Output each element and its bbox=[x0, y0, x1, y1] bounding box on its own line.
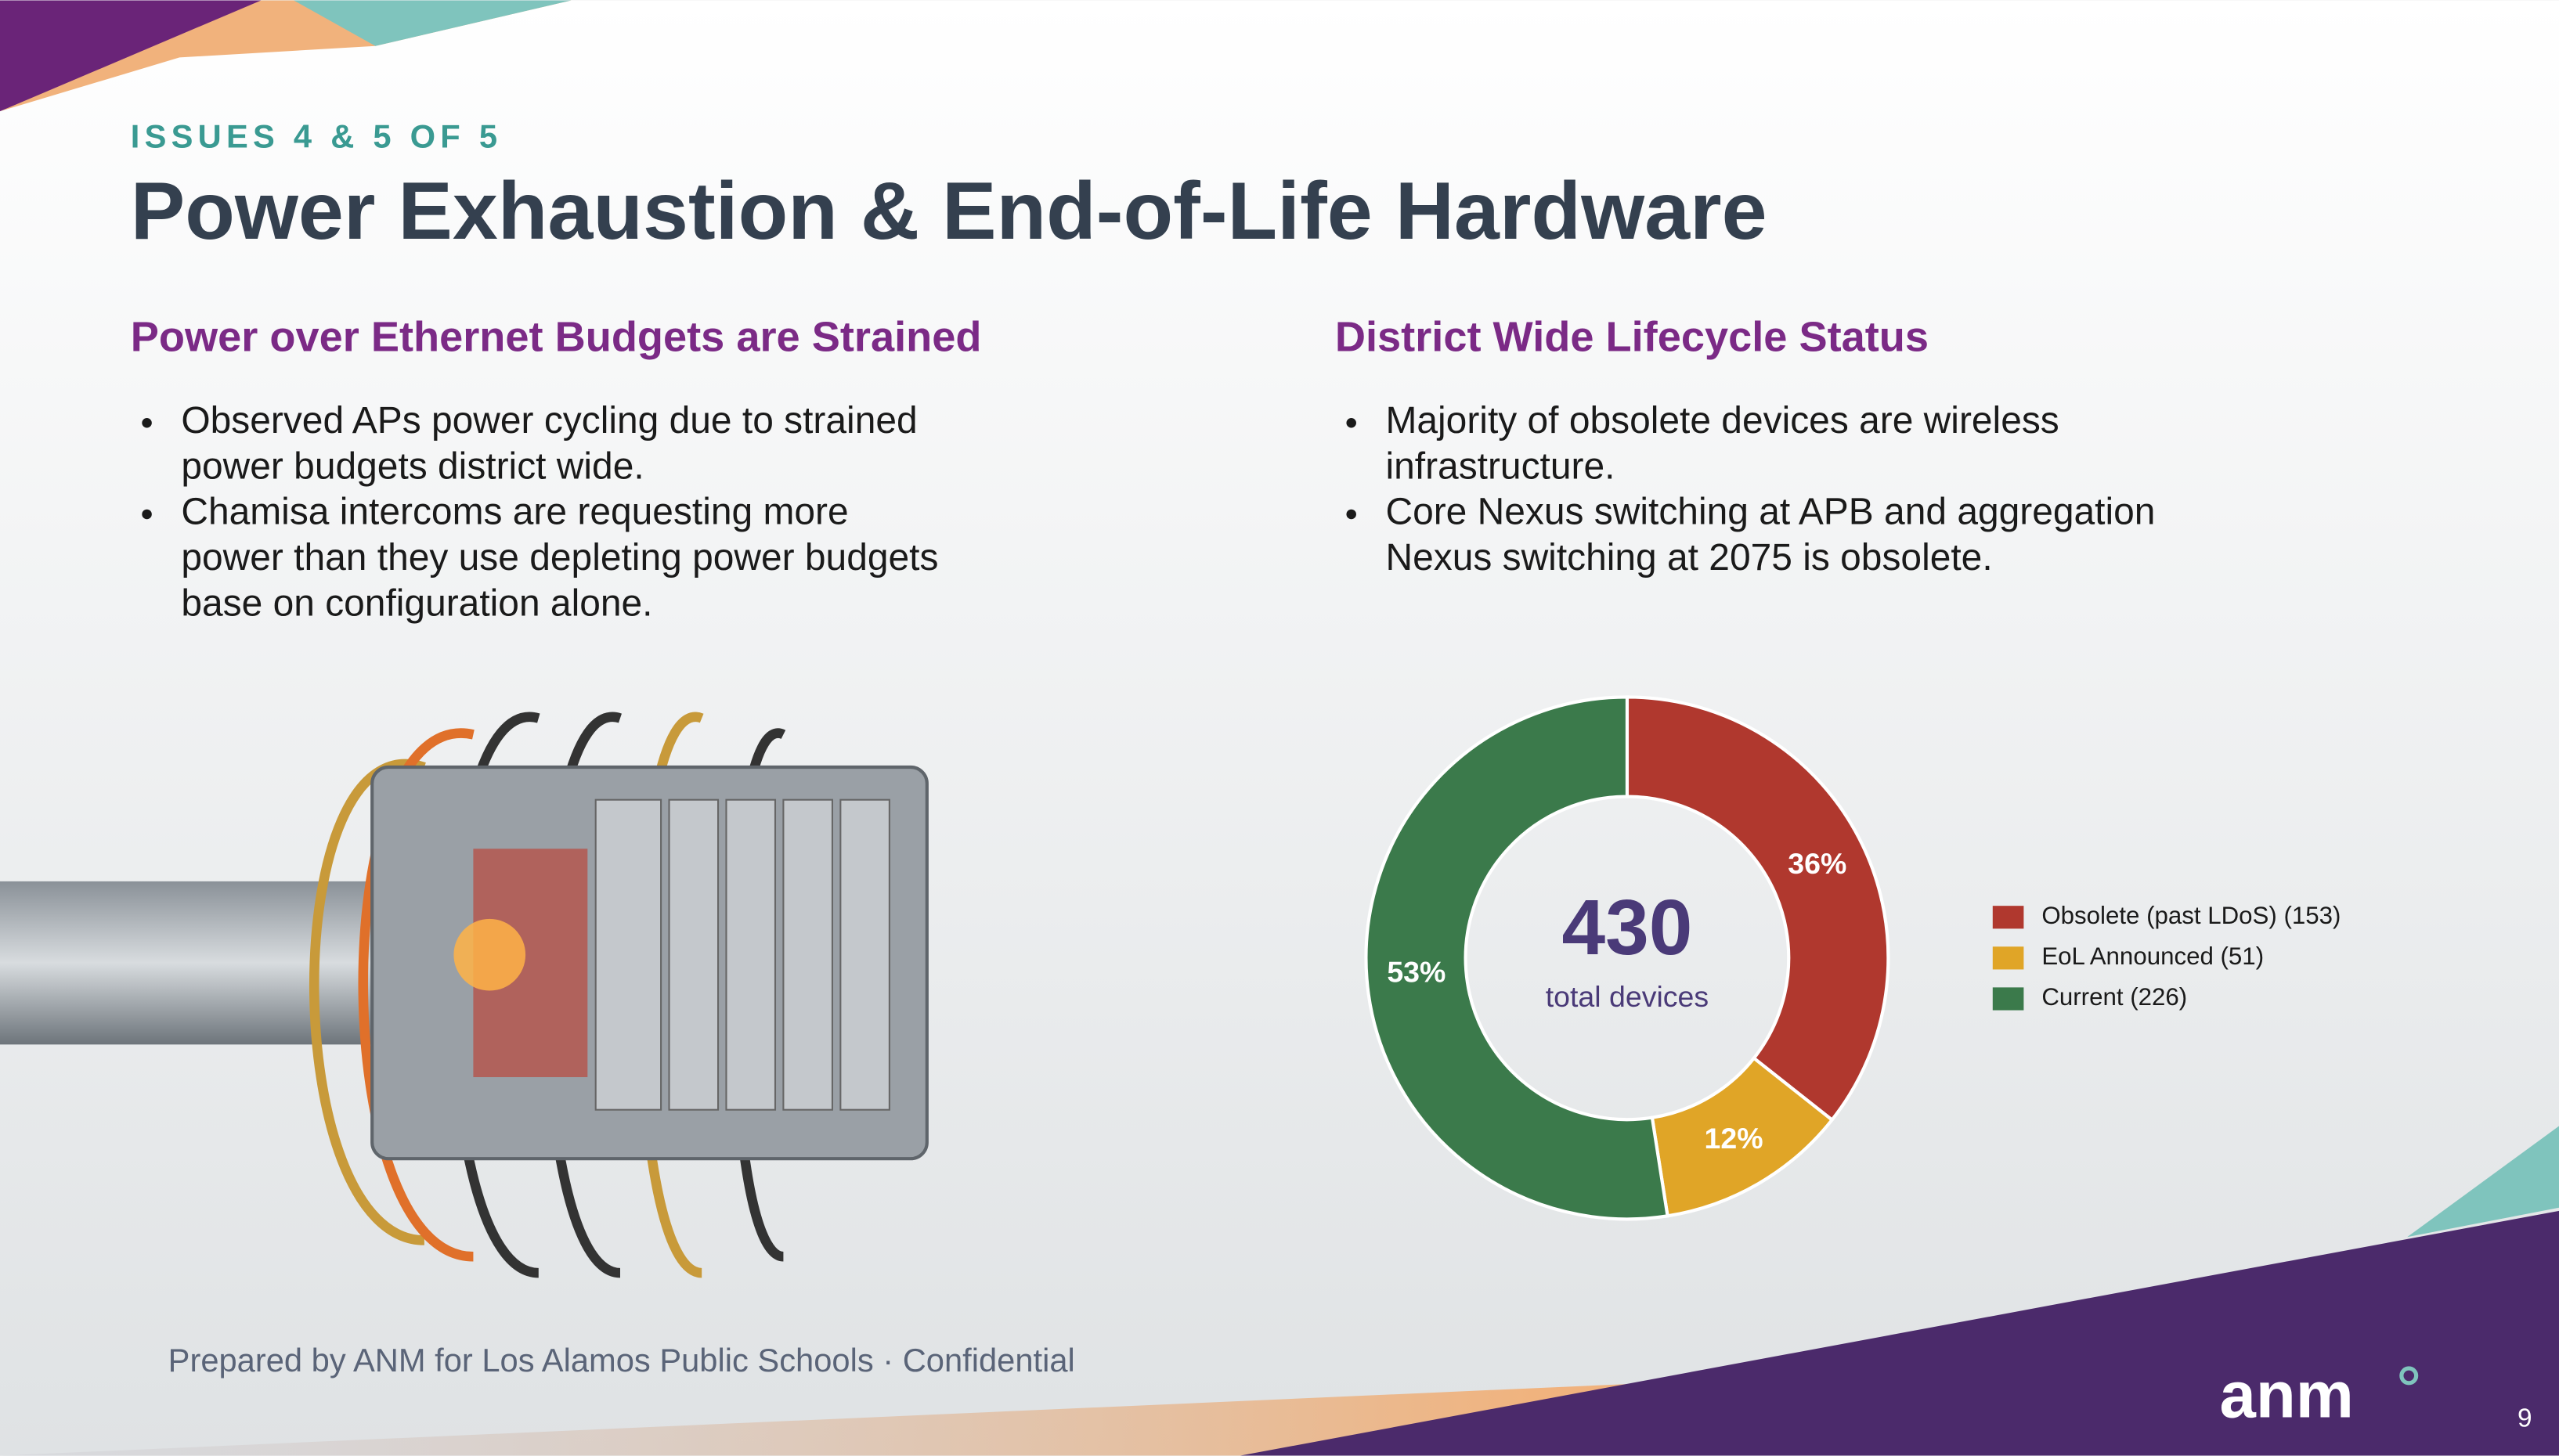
logo-dot bbox=[2399, 1366, 2419, 1386]
value-label: 36% bbox=[1788, 847, 1846, 880]
bullet-text: power budgets district wide. bbox=[181, 445, 644, 487]
bullet-dot bbox=[142, 509, 152, 520]
breaker-illustration bbox=[0, 712, 929, 1278]
bullet-dot bbox=[1346, 509, 1356, 520]
bullet-text: infrastructure. bbox=[1385, 445, 1615, 487]
center-label: total devices bbox=[1546, 980, 1709, 1013]
eyebrow: ISSUES 4 & 5 OF 5 bbox=[131, 118, 503, 155]
decor bbox=[1240, 1210, 2559, 1456]
bullet-text: base on configuration alone. bbox=[181, 582, 652, 624]
footer-text: Prepared by ANM for Los Alamos Public Sc… bbox=[168, 1342, 1075, 1379]
bullet-dot bbox=[1346, 418, 1356, 428]
legend-label: Current (226) bbox=[2041, 983, 2187, 1011]
section-heading: Power over Ethernet Budgets are Strained bbox=[131, 313, 982, 360]
legend-label: Obsolete (past LDoS) (153) bbox=[2041, 902, 2341, 929]
legend-swatch bbox=[1992, 987, 2024, 1011]
bullet-text: Nexus switching at 2075 is obsolete. bbox=[1385, 537, 1992, 578]
bullet-text: Observed APs power cycling due to strain… bbox=[181, 400, 917, 441]
center-value: 430 bbox=[1561, 884, 1692, 971]
bullet-text: Majority of obsolete devices are wireles… bbox=[1385, 400, 2059, 441]
decor bbox=[294, 0, 572, 46]
value-label: 12% bbox=[1705, 1122, 1763, 1155]
page-number: 9 bbox=[2517, 1404, 2532, 1433]
legend-swatch bbox=[1992, 906, 2024, 929]
bullet-text: power than they use depleting power budg… bbox=[181, 537, 938, 578]
value-label: 53% bbox=[1387, 956, 1446, 989]
section-heading: District Wide Lifecycle Status bbox=[1335, 313, 1929, 360]
bullet-dot bbox=[142, 418, 152, 428]
donut-segment bbox=[1625, 695, 1890, 1123]
bullet-text: Chamisa intercoms are requesting more bbox=[181, 492, 848, 533]
title: Power Exhaustion & End-of-Life Hardware bbox=[131, 166, 1767, 257]
donut-segment bbox=[1364, 695, 1669, 1221]
legend-label: EoL Announced (51) bbox=[2041, 942, 2264, 970]
legend-swatch bbox=[1992, 946, 2024, 970]
bullet-text: Core Nexus switching at APB and aggregat… bbox=[1385, 492, 2155, 533]
logo: anm bbox=[2219, 1359, 2353, 1432]
